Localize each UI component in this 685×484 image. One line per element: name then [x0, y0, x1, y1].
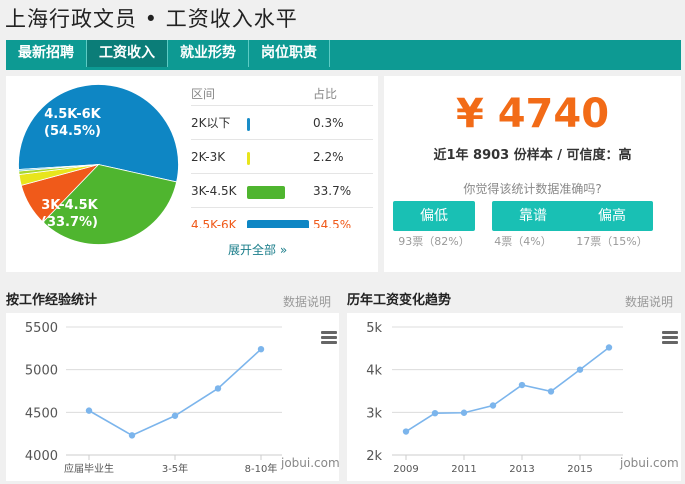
share-bar: [247, 220, 309, 228]
experience-line-chart: 4000 4500 5000 5500 应届毕业生 3-5年 8-10年: [25, 321, 282, 475]
data-point[interactable]: [128, 432, 136, 439]
trend-chart-panel: 2k 3k 4k 5k 2009 2011 2013 2015 jobui.com: [347, 313, 681, 481]
nav-tabs: 最新招聘 工资收入 就业形势 岗位职责: [6, 40, 681, 67]
vote-accurate-count: 4票（4%）: [494, 235, 552, 248]
data-point[interactable]: [518, 381, 526, 389]
data-point[interactable]: [85, 407, 93, 414]
data-point[interactable]: [431, 409, 439, 417]
data-point[interactable]: [402, 428, 410, 435]
table-row: 2K-3K 2.2%: [191, 140, 373, 174]
vote-low-count: 93票（82%）: [398, 235, 470, 248]
pie-label-pct: (54.5%): [44, 124, 101, 139]
row-range: 2K以下: [191, 116, 231, 130]
y-tick-label: 5k: [366, 321, 382, 336]
chart-menu-icon[interactable]: [662, 331, 678, 345]
table-row: 4.5K-6K 54.5%: [191, 208, 373, 228]
trend-data-note-link[interactable]: 数据说明: [625, 295, 674, 309]
watermark: jobui.com: [281, 456, 339, 470]
pie-label-3k-4.5k: 3K-4.5K (33.7%): [41, 197, 98, 231]
row-range: 4.5K-6K: [191, 218, 237, 228]
y-tick-label: 4500: [25, 406, 58, 421]
tab-employment[interactable]: 就业形势: [168, 40, 249, 67]
x-tick-label: 8-10年: [245, 462, 278, 475]
header-share: 占比: [313, 87, 338, 101]
trend-chart-title: 历年工资变化趋势: [347, 293, 452, 308]
row-share: 2.2%: [313, 150, 344, 164]
header-range: 区间: [191, 87, 216, 101]
table-header: 区间 占比: [191, 84, 373, 106]
pie-chart: 4.5K-6K (54.5%) 3K-4.5K (33.7%): [16, 82, 181, 247]
data-point[interactable]: [489, 402, 497, 409]
expand-all-link[interactable]: 展开全部 »: [228, 243, 288, 257]
data-point[interactable]: [460, 409, 468, 416]
vote-high-button[interactable]: 偏高: [571, 201, 653, 231]
pie-slice: [42, 164, 178, 245]
watermark: jobui.com: [620, 456, 679, 470]
series-line: [88, 348, 262, 437]
row-share: 0.3%: [313, 116, 344, 130]
row-share: 54.5%: [313, 218, 352, 228]
experience-chart-title: 按工作经验统计: [6, 293, 98, 308]
average-salary-panel: ¥ 4740 近1年 8903 份样本 / 可信度：高 你觉得该统计数据准确吗?…: [384, 76, 681, 272]
pie-chart-svg: [18, 84, 179, 245]
tab-duties[interactable]: 岗位职责: [249, 40, 330, 67]
x-tick-label: 2015: [567, 464, 592, 475]
vote-question: 你觉得该统计数据准确吗?: [463, 182, 602, 196]
vote-low-button[interactable]: 偏低: [393, 201, 475, 231]
pie-label-range: 4.5K-6K: [44, 107, 101, 122]
row-share: 33.7%: [313, 184, 352, 198]
page-title: 上海行政文员 • 工资收入水平: [5, 7, 298, 31]
experience-data-note-link[interactable]: 数据说明: [283, 295, 332, 309]
table-row: 2K以下 0.3%: [191, 106, 373, 140]
share-bar: [247, 186, 286, 199]
pie-slice: [18, 84, 179, 183]
pie-label-pct: (33.7%): [41, 215, 98, 230]
data-point[interactable]: [605, 344, 613, 351]
vote-high-count: 17票（15%）: [576, 235, 648, 248]
tabs-underline: [6, 67, 681, 70]
y-tick-label: 4k: [366, 364, 382, 379]
tab-salary[interactable]: 工资收入: [87, 40, 168, 67]
data-point[interactable]: [547, 388, 555, 395]
table-row: 3K-4.5K 33.7%: [191, 174, 373, 208]
y-tick-label: 5500: [25, 321, 58, 336]
data-point[interactable]: [214, 385, 222, 392]
vote-accurate-button[interactable]: 靠谱: [492, 201, 574, 231]
average-salary: ¥ 4740: [455, 91, 610, 137]
series-line: [405, 346, 610, 433]
x-tick-label: 2013: [509, 464, 534, 475]
x-tick-label: 2011: [451, 464, 476, 475]
y-tick-label: 2k: [366, 449, 382, 464]
pie-label-range: 3K-4.5K: [41, 198, 98, 213]
row-range: 2K-3K: [191, 150, 226, 164]
tab-latest-jobs[interactable]: 最新招聘: [6, 40, 87, 67]
x-tick-label: 3-5年: [162, 462, 188, 475]
pie-slice: [18, 164, 99, 172]
share-bar: [247, 118, 250, 131]
experience-chart-panel: 4000 4500 5000 5500 应届毕业生 3-5年 8-10年 jobui.com: [6, 313, 339, 481]
y-tick-label: 3k: [366, 406, 382, 421]
data-point[interactable]: [257, 345, 265, 353]
trend-line-chart: 2k 3k 4k 5k 2009 2011 2013 2015: [366, 321, 623, 475]
pie-label-4.5k-6k: 4.5K-6K (54.5%): [44, 106, 101, 140]
x-tick-label: 应届毕业生: [64, 462, 114, 475]
chart-menu-icon[interactable]: [321, 331, 337, 345]
data-point[interactable]: [171, 412, 179, 419]
distribution-table: 区间 占比 2K以下 0.3% 2K-3K 2.2% 3K-4.5K 33.7%…: [191, 84, 373, 228]
data-point[interactable]: [576, 366, 584, 373]
row-range: 3K-4.5K: [191, 184, 237, 198]
y-tick-label: 4000: [25, 449, 58, 464]
sample-info: 近1年 8903 份样本 / 可信度：高: [433, 148, 632, 163]
x-tick-label: 2009: [393, 464, 418, 475]
salary-distribution-panel: 4.5K-6K (54.5%) 3K-4.5K (33.7%) 区间 占比 2K…: [6, 76, 378, 272]
share-bar: [247, 152, 250, 165]
y-tick-label: 5000: [25, 364, 58, 379]
